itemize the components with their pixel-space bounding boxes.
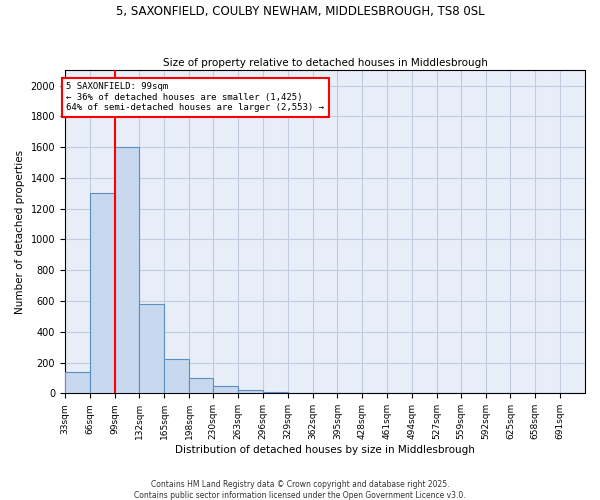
X-axis label: Distribution of detached houses by size in Middlesbrough: Distribution of detached houses by size … — [175, 445, 475, 455]
Bar — [263, 392, 287, 394]
Bar — [213, 386, 238, 394]
Bar — [65, 372, 90, 394]
Text: 5, SAXONFIELD, COULBY NEWHAM, MIDDLESBROUGH, TS8 0SL: 5, SAXONFIELD, COULBY NEWHAM, MIDDLESBRO… — [116, 5, 484, 18]
Text: Contains HM Land Registry data © Crown copyright and database right 2025.
Contai: Contains HM Land Registry data © Crown c… — [134, 480, 466, 500]
Bar — [238, 390, 263, 394]
Text: 5 SAXONFIELD: 99sqm
← 36% of detached houses are smaller (1,425)
64% of semi-det: 5 SAXONFIELD: 99sqm ← 36% of detached ho… — [67, 82, 325, 112]
Bar — [139, 304, 164, 394]
Bar — [164, 360, 189, 394]
Y-axis label: Number of detached properties: Number of detached properties — [15, 150, 25, 314]
Title: Size of property relative to detached houses in Middlesbrough: Size of property relative to detached ho… — [163, 58, 487, 68]
Bar — [90, 194, 115, 394]
Bar — [189, 378, 213, 394]
Bar — [287, 392, 313, 394]
Bar — [115, 147, 139, 394]
